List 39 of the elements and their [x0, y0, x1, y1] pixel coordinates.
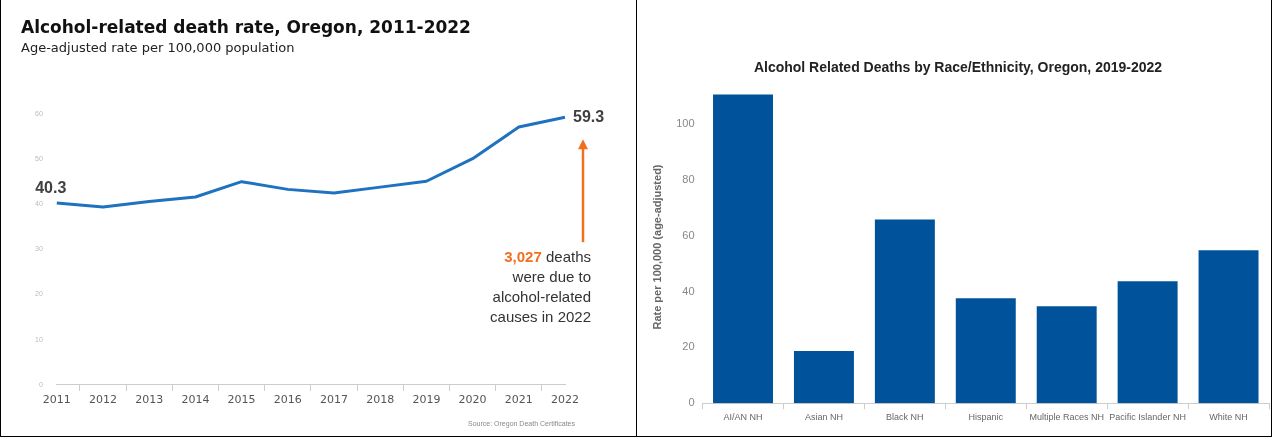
x-tick-label: 2019: [412, 393, 441, 407]
x-tick-label: Asian NH: [804, 412, 843, 423]
y-tick-label: 100: [675, 117, 695, 130]
x-tick-label: 2022: [551, 393, 579, 407]
x-tick-label: 2012: [88, 393, 117, 407]
x-tick-label: Multiple Races NH: [1028, 412, 1104, 423]
bar: [793, 351, 854, 404]
x-tick-label: 2014: [181, 393, 210, 407]
chart-title: Alcohol Related Deaths by Race/Ethnicity, Oregon, 2019-2022: [753, 59, 1162, 76]
x-tick-label: 2015: [227, 393, 256, 407]
data-label: 40.3: [35, 179, 67, 197]
y-tick-label: 20: [681, 340, 695, 353]
x-tick-label: AI/AN NH: [723, 412, 763, 423]
data-label: 59.3: [573, 107, 605, 125]
annotation: 3,027 deaths were due to alcohol-related causes in 2022: [490, 247, 592, 325]
bar: [955, 298, 1016, 404]
y-axis-title: Rate per 100,000 (age-adjusted): [650, 164, 663, 330]
x-tick-label: White NH: [1208, 412, 1248, 423]
x-tick-label: 2018: [366, 393, 395, 407]
bar: [1198, 250, 1259, 404]
x-tick-label: 2020: [458, 393, 487, 407]
x-tick-label: Black NH: [885, 412, 924, 423]
chart-title: Alcohol-related death rate, Oregon, 2011-2022: [21, 16, 471, 37]
x-tick-label: 2016: [273, 393, 302, 407]
x-tick-label: Hispanic: [968, 412, 1004, 423]
y-tick-label: 80: [681, 173, 695, 186]
x-tick-label: 2011: [42, 393, 71, 407]
x-tick-label: Pacific Islander NH: [1108, 412, 1186, 423]
bar: [1117, 281, 1178, 404]
x-tick-label: 2017: [319, 393, 348, 407]
bar: [874, 219, 935, 404]
x-tick-label: 2021: [504, 393, 533, 407]
y-tick-label: 40: [681, 284, 695, 297]
y-tick-label: 0: [687, 396, 695, 409]
x-tick-label: 2013: [135, 393, 164, 407]
y-tick-label: 60: [681, 228, 695, 241]
bar: [712, 94, 773, 404]
chart-subtitle: Age-adjusted rate per 100,000 population: [21, 39, 295, 55]
bar: [1036, 306, 1097, 404]
